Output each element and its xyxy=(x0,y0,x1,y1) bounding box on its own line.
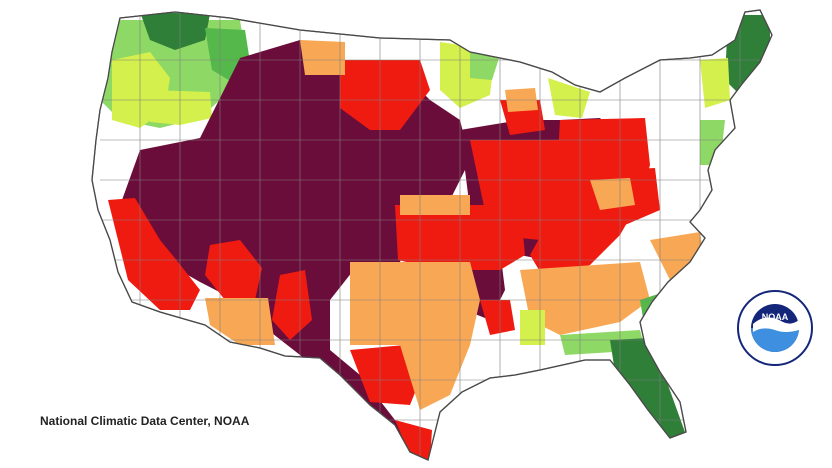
region-missouri-red xyxy=(470,140,570,240)
noaa-bird-icon xyxy=(753,317,799,332)
region-washington-dark-green xyxy=(140,12,210,50)
region-south-texas-red xyxy=(395,420,432,460)
region-plains-orange xyxy=(400,195,470,215)
division-boundaries xyxy=(100,10,772,460)
region-appalachia-orange xyxy=(590,178,635,210)
region-louisiana-red xyxy=(480,300,515,335)
region-nebraska-red xyxy=(340,60,430,130)
region-dakota-orange xyxy=(300,40,345,75)
region-alabama-yellow-green xyxy=(520,310,545,345)
region-texas-red xyxy=(350,345,420,405)
region-southwest-red xyxy=(205,240,262,300)
region-california-red xyxy=(108,198,200,310)
region-newmexico-red xyxy=(272,270,312,340)
noaa-logo-text: NOAA xyxy=(762,312,789,322)
region-new-england-yellow-green xyxy=(700,58,730,108)
region-texas-orange xyxy=(350,262,480,410)
region-south-orange xyxy=(520,262,650,335)
noaa-logo: NOAA xyxy=(737,290,813,366)
map-credit: National Climatic Data Center, NOAA xyxy=(40,414,250,428)
region-florida-dark-green xyxy=(610,338,686,440)
region-michigan-yellow-green xyxy=(548,78,590,118)
region-arizona-orange xyxy=(205,298,275,345)
region-oregon-yellow-green-2 xyxy=(150,90,212,125)
